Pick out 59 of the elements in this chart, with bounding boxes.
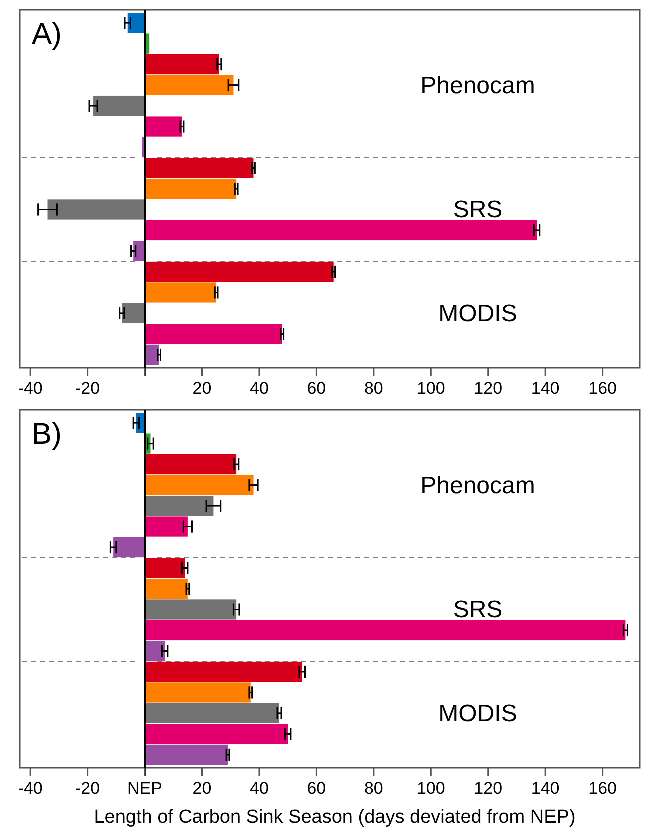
bar xyxy=(145,475,254,496)
x-tick-label: 160 xyxy=(588,779,617,798)
x-tick-label: 100 xyxy=(416,779,446,798)
annotation: Phenocam xyxy=(420,72,536,100)
bar xyxy=(145,454,237,475)
bar xyxy=(122,303,146,324)
x-axis-title: Length of Carbon Sink Season (days deviated from NEP) xyxy=(94,807,576,828)
annotation: SRS xyxy=(453,596,503,624)
bar xyxy=(145,75,234,96)
bar xyxy=(145,578,188,600)
bar xyxy=(145,496,214,516)
x-tick-label: 140 xyxy=(531,779,560,798)
annotation: Phenocam xyxy=(420,472,536,500)
annotation: MODIS xyxy=(438,700,518,728)
bar xyxy=(145,703,280,724)
x-tick-label: 160 xyxy=(588,379,617,398)
x-tick-label: 120 xyxy=(474,379,503,398)
bar xyxy=(94,96,146,116)
bar xyxy=(145,324,282,344)
x-tick-label: 80 xyxy=(364,779,384,798)
x-tick-label: -40 xyxy=(18,779,43,798)
x-tick-label: 60 xyxy=(307,379,326,398)
chart-title: B) xyxy=(32,418,62,451)
bar xyxy=(145,744,228,765)
annotation: MODIS xyxy=(438,300,518,328)
x-tick-label: -20 xyxy=(76,779,100,798)
bar xyxy=(145,682,251,703)
x-tick-label: NEP xyxy=(128,779,163,798)
x-tick-label: 120 xyxy=(474,779,503,798)
x-tick-label: -40 xyxy=(18,379,43,398)
bar xyxy=(145,620,626,641)
bar xyxy=(145,178,237,200)
x-tick-label: 20 xyxy=(192,379,212,398)
bar xyxy=(145,282,217,303)
chart-title: A) xyxy=(32,18,62,51)
x-tick-label: 140 xyxy=(531,379,560,398)
bar xyxy=(145,558,186,578)
bar xyxy=(145,641,166,662)
bar xyxy=(145,262,334,282)
bar xyxy=(145,516,188,537)
bar xyxy=(145,158,254,178)
x-tick-label: 60 xyxy=(307,779,326,798)
bar xyxy=(145,220,537,241)
bar xyxy=(145,116,182,137)
bar xyxy=(128,13,146,34)
bar xyxy=(145,662,302,682)
bar xyxy=(48,200,146,220)
x-tick-label: 40 xyxy=(250,379,269,398)
annotation: SRS xyxy=(453,196,503,224)
bar xyxy=(114,537,146,558)
x-tick-label: 20 xyxy=(192,779,212,798)
bar xyxy=(145,54,220,75)
bar xyxy=(145,344,160,365)
x-tick-label: 80 xyxy=(364,379,384,398)
x-tick-label: -20 xyxy=(76,379,100,398)
x-tick-label: 40 xyxy=(250,779,269,798)
bar xyxy=(145,724,288,744)
bar xyxy=(145,600,237,620)
x-tick-label: 100 xyxy=(416,379,446,398)
